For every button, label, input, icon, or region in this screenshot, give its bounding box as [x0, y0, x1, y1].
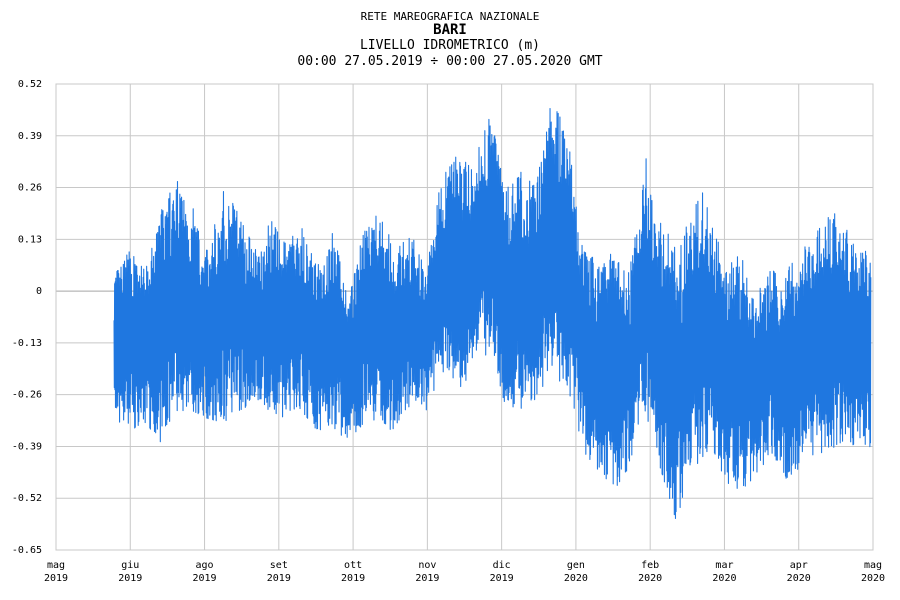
- x-tick-year: 2019: [341, 573, 365, 584]
- x-tick-month: dic: [493, 560, 511, 571]
- series-group: [113, 107, 872, 520]
- sea-level-series-line: [113, 107, 872, 520]
- x-tick-year: 2020: [861, 573, 885, 584]
- plot-frame: [55, 83, 874, 551]
- y-tick-label: 0.39: [18, 131, 42, 142]
- x-tick-year: 2019: [415, 573, 439, 584]
- y-tick-label: -0.52: [12, 493, 42, 504]
- x-tick-year: 2019: [118, 573, 142, 584]
- y-tick-label: 0.52: [18, 79, 42, 90]
- x-tick-year: 2020: [712, 573, 736, 584]
- y-tick-label: -0.26: [12, 390, 42, 401]
- y-tick-label: -0.39: [12, 441, 42, 452]
- x-tick-month: mag: [864, 560, 882, 571]
- x-tick-month: ago: [196, 560, 214, 571]
- x-tick-month: mar: [715, 560, 733, 571]
- measure-subtitle: LIVELLO IDROMETRICO (m): [359, 38, 540, 53]
- x-tick-month: giu: [121, 560, 139, 571]
- y-tick-label: -0.65: [12, 545, 42, 556]
- x-tick-year: 2019: [44, 573, 68, 584]
- y-tick-label: 0.13: [18, 234, 42, 245]
- x-tick-month: apr: [790, 560, 808, 571]
- x-tick-month: gen: [567, 560, 585, 571]
- station-title: BARI: [433, 22, 467, 38]
- x-tick-month: ott: [344, 560, 362, 571]
- axes-group: 0.52 0.39 0.26 0.13 0 -0.13 -0.26 -0.39 -0.52 -0.…: [12, 79, 885, 584]
- y-tick-label: 0.26: [18, 183, 42, 194]
- x-tick-year: 2020: [787, 573, 811, 584]
- y-tick-label: 0: [36, 286, 42, 297]
- x-tick-month: set: [270, 560, 288, 571]
- x-tick-year: 2019: [267, 573, 291, 584]
- x-tick-year: 2019: [490, 573, 514, 584]
- x-tick-month: feb: [641, 560, 659, 571]
- y-tick-label: -0.13: [12, 338, 42, 349]
- period-subtitle: 00:00 27.05.2019 ÷ 00:00 27.05.2020 GMT: [297, 54, 603, 69]
- network-title: RETE MAREOGRAFICA NAZIONALE: [360, 10, 540, 23]
- x-tick-year: 2019: [192, 573, 216, 584]
- x-tick-month: nov: [418, 560, 436, 571]
- x-tick-year: 2020: [564, 573, 588, 584]
- x-tick-year: 2020: [638, 573, 662, 584]
- x-tick-month: mag: [47, 560, 65, 571]
